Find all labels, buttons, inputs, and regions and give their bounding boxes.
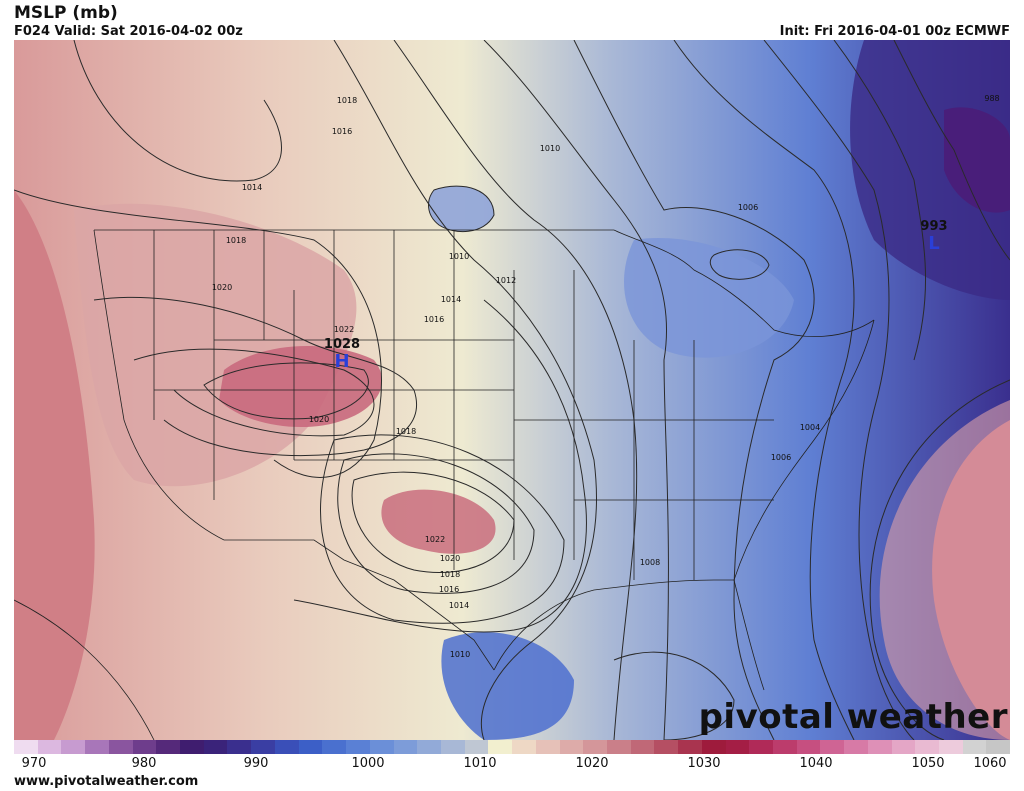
- color-swatch: [773, 740, 797, 754]
- isobar-label: 1018: [337, 96, 357, 105]
- color-scale-ticks: 970 980 990 1000 1010 1020 1030 1040 1050 1060: [14, 756, 1010, 772]
- website-url: www.pivotalweather.com: [14, 774, 199, 789]
- isobar-label: 1010: [540, 144, 560, 153]
- color-swatch: [891, 740, 916, 754]
- northeast-low-region: [850, 40, 1010, 300]
- color-swatch: [37, 740, 62, 754]
- isobar-label: 1004: [800, 423, 820, 432]
- color-swatch: [464, 740, 489, 754]
- tick-label: 1040: [799, 756, 833, 771]
- tick-label: 1010: [463, 756, 497, 771]
- tick-label: 1030: [687, 756, 721, 771]
- isobar-label: 1006: [771, 453, 791, 462]
- color-swatch: [298, 740, 323, 754]
- color-swatch: [61, 740, 86, 754]
- political-boundaries: [14, 229, 875, 740]
- color-swatch: [986, 740, 1011, 754]
- color-swatch: [583, 740, 607, 754]
- tick-label: 990: [243, 756, 269, 771]
- color-swatch: [488, 740, 513, 754]
- isobar-label: 1020: [309, 415, 329, 424]
- isobar-label: 1014: [441, 295, 461, 304]
- isobar-label: 1010: [449, 252, 469, 261]
- color-swatch: [346, 740, 370, 754]
- color-swatch: [393, 740, 418, 754]
- tick-label: 1060: [973, 756, 1007, 771]
- isobar-label: 1012: [496, 276, 516, 285]
- isobar-label: 988: [984, 94, 999, 103]
- isobar-label: 1016: [439, 585, 459, 594]
- color-swatch: [512, 740, 536, 754]
- isobar-label: 1006: [738, 203, 758, 212]
- contour-labels: 1018 1016 1014 1018 1020 1022 1020 1018 1010 1010…: [212, 94, 1000, 659]
- isobar-label: 1016: [332, 127, 352, 136]
- color-swatch: [749, 740, 773, 754]
- pacific-high-region: [14, 190, 95, 740]
- isobar-label: 1020: [212, 283, 232, 292]
- color-swatch: [867, 740, 892, 754]
- color-swatch: [678, 740, 702, 754]
- color-swatch: [180, 740, 204, 754]
- gulf-low-region: [441, 632, 574, 740]
- color-swatch: [630, 740, 655, 754]
- init-time: Init: Fri 2016-04-01 00z ECMWF: [779, 24, 1010, 39]
- isobar-label: 1016: [424, 315, 444, 324]
- color-swatch: [274, 740, 299, 754]
- color-swatch: [369, 740, 394, 754]
- isobar-label: 1008: [640, 558, 660, 567]
- color-swatch: [962, 740, 987, 754]
- color-swatch: [85, 740, 109, 754]
- color-swatch: [820, 740, 845, 754]
- isobar-label: 1018: [440, 570, 460, 579]
- high-pressure-marker: H: [334, 351, 349, 372]
- color-swatch: [322, 740, 347, 754]
- color-swatch: [108, 740, 133, 754]
- isobar-label: 1020: [440, 554, 460, 563]
- tick-label: 1000: [351, 756, 385, 771]
- plains-high-region: [381, 489, 496, 554]
- color-swatch: [535, 740, 560, 754]
- isobar-label: 1018: [396, 427, 416, 436]
- pressure-map: 1018 1016 1014 1018 1020 1022 1020 1018 1010 1010…: [14, 40, 1010, 740]
- isobar-label: 1014: [242, 183, 262, 192]
- color-swatch: [606, 740, 631, 754]
- low-pressure-value: 993: [920, 219, 947, 234]
- color-swatch: [796, 740, 821, 754]
- color-swatch: [417, 740, 441, 754]
- high-pressure-value: 1028: [324, 337, 360, 352]
- color-swatch: [440, 740, 465, 754]
- low-pressure-marker: L: [928, 233, 939, 254]
- color-swatch: [725, 740, 750, 754]
- tick-label: 980: [131, 756, 157, 771]
- isobar-label: 1022: [425, 535, 445, 544]
- brand-logo: pivotal weather: [698, 697, 1008, 737]
- isobars: [14, 40, 1010, 740]
- color-swatch: [654, 740, 679, 754]
- color-swatch: [251, 740, 275, 754]
- color-swatch: [132, 740, 157, 754]
- isobar-label: 1010: [450, 650, 470, 659]
- color-swatch: [203, 740, 228, 754]
- tick-label: 1020: [575, 756, 609, 771]
- isobar-label: 1014: [449, 601, 469, 610]
- isobar-label: 1022: [334, 325, 354, 334]
- tick-label: 1050: [911, 756, 945, 771]
- color-swatch: [915, 740, 940, 754]
- map-title: MSLP (mb): [14, 3, 118, 23]
- northeast-low-core: [944, 107, 1010, 213]
- color-swatch: [939, 740, 963, 754]
- color-swatch: [701, 740, 726, 754]
- color-swatch: [156, 740, 181, 754]
- tick-label: 970: [21, 756, 47, 771]
- color-swatch: [844, 740, 868, 754]
- color-swatch: [559, 740, 584, 754]
- isobar-label: 1018: [226, 236, 246, 245]
- east-atlantic-ring: [879, 400, 1010, 740]
- color-swatch: [14, 740, 38, 754]
- color-swatch: [227, 740, 252, 754]
- dakota-low: [428, 186, 494, 232]
- valid-time: F024 Valid: Sat 2016-04-02 00z: [14, 24, 243, 39]
- color-scale-bar: [14, 740, 1011, 754]
